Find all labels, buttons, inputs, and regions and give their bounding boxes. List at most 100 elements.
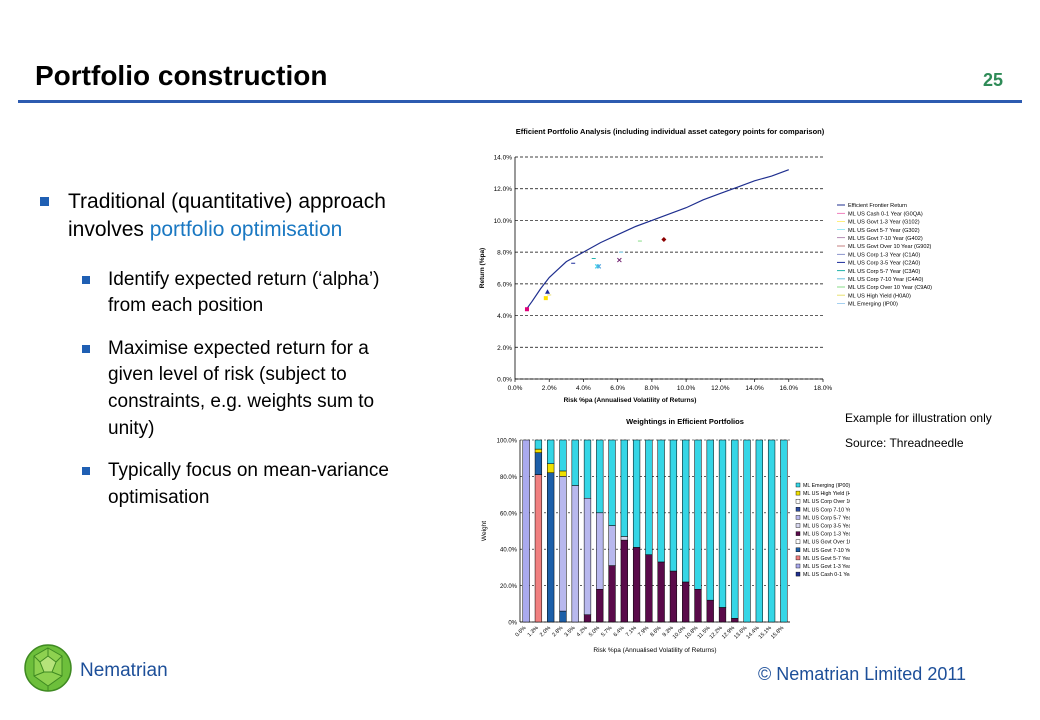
square-bullet-icon: [40, 197, 49, 206]
bar-segment: [645, 439, 653, 555]
y-tick-label: 40.0%: [500, 548, 518, 554]
bar-segment: [632, 439, 641, 548]
legend-swatch: [795, 482, 801, 488]
page-title: Portfolio construction: [35, 60, 328, 91]
legend-swatch: [795, 555, 801, 561]
bar-segment: [547, 439, 555, 464]
legend-swatch: [795, 523, 801, 528]
bar-segment: [780, 439, 788, 623]
efficient-frontier-chart: Efficient Portfolio Analysis (including …: [479, 127, 932, 404]
bar-segment: [767, 439, 776, 623]
y-tick-label: 0.0%: [497, 377, 512, 384]
x-tick-label: 0.6%: [514, 625, 527, 638]
bar-segment: [682, 439, 690, 583]
bar-segment: [731, 439, 739, 619]
legend-label: ML US Corp 5-7 Year (C3A0): [848, 269, 920, 275]
square-bullet-icon: [82, 275, 90, 284]
bar-segment: [547, 463, 555, 474]
legend-label: ML US Corp 3-5 Year (C2A0): [848, 261, 920, 267]
legend-label: ML US Govt 7-10 Year (G402): [848, 236, 923, 242]
y-axis-label: Return (%pa): [479, 248, 486, 288]
y-tick-label: 10.0%: [494, 218, 513, 225]
sub-bullet-text: Identify expected return (‘alpha’) from …: [108, 268, 380, 317]
legend-label: ML US Cash 0-1 Year (G0QA): [848, 211, 923, 217]
bar-segment: [718, 607, 727, 623]
legend-label: ML US Corp 5-7 Year (C3A0): [803, 515, 850, 521]
frontier-line: [524, 169, 789, 312]
bar-segment: [583, 614, 592, 623]
bar-segment: [547, 472, 555, 623]
bar-segment: [620, 536, 628, 541]
bullet-main-highlight: portfolio optimisation: [149, 218, 343, 242]
bar-segment: [632, 547, 641, 623]
data-point: [661, 236, 667, 242]
bar-segment: [731, 618, 739, 623]
x-tick-label: 7.9%: [637, 625, 650, 638]
bar-segment: [682, 581, 690, 623]
legend-label: ML US Govt 5-7 Year (G302): [803, 556, 850, 562]
bar-segment: [669, 439, 678, 572]
x-tick-label: 8.6%: [649, 625, 662, 638]
data-point: [596, 264, 602, 269]
bar-segment: [596, 439, 604, 514]
x-tick-label: 2.0%: [539, 625, 552, 638]
bar-segment: [706, 599, 714, 623]
legend-label: ML US High Yield (H0A0): [848, 293, 911, 299]
data-point: [524, 307, 529, 312]
data-point: [617, 257, 622, 263]
bar-segment: [620, 439, 628, 537]
legend-label: ML US Corp 1-3 Year (C1A0): [848, 252, 920, 258]
x-tick-label: 18.0%: [814, 385, 833, 392]
bar-segment: [596, 588, 604, 623]
y-tick-label: 12.0%: [494, 186, 513, 193]
legend-label: ML US Corp Over 10 Year (C9A0): [803, 499, 850, 505]
legend-label: ML US Govt Over 10 Year (G902): [848, 244, 932, 250]
bar-segment: [608, 439, 616, 526]
y-tick-label: 20.0%: [500, 584, 518, 590]
bar-segment: [571, 485, 579, 623]
y-tick-label: 0%: [508, 621, 517, 627]
x-tick-label: 3.5%: [564, 625, 577, 638]
x-tick-label: 2.8%: [551, 625, 564, 638]
legend-swatch: [795, 507, 801, 512]
x-tick-label: 2.0%: [542, 385, 557, 392]
legend-label: ML US Corp 3-5 Year (C2A0): [803, 524, 850, 530]
bar-segment: [645, 554, 653, 623]
x-axis-label: Risk %pa (Annualised Volatility of Retur…: [593, 647, 716, 654]
bar-segment: [534, 452, 543, 475]
legend-label: ML US Corp 7-10 Year (C4A0): [848, 277, 923, 283]
bar-segment: [657, 439, 665, 563]
x-tick-label: 5.0%: [588, 625, 601, 638]
legend-swatch: [795, 490, 801, 496]
legend-spacer: [833, 196, 848, 197]
bar-segment: [559, 439, 567, 472]
legend-swatch: [795, 563, 801, 569]
bar-segment: [608, 565, 616, 623]
x-axis-label: Risk %pa (Annualised Volatility of Retur…: [564, 397, 697, 404]
legend-label: ML US Govt 1-3 Year (G102): [848, 220, 920, 226]
bar-segment: [596, 512, 604, 590]
x-tick-label: 7.1%: [625, 625, 638, 638]
y-axis-label: Weight: [481, 521, 488, 541]
legend-swatch: [795, 531, 801, 536]
legend-label: ML Emerging (IP00): [848, 302, 898, 308]
sub-bullet: Maximise expected return for a given lev…: [40, 336, 400, 442]
legend-label: ML US Corp Over 10 Year (C9A0): [848, 285, 932, 291]
legend-label: ML US Govt 1-3 Year (G102): [803, 564, 850, 570]
x-tick-label: 1.3%: [527, 625, 540, 638]
x-tick-label: 12.0%: [711, 385, 730, 392]
bar-segment: [522, 439, 530, 623]
x-tick-label: 6.0%: [610, 385, 625, 392]
x-tick-label: 6.4%: [613, 625, 626, 638]
source-note: Source: Threadneedle: [845, 436, 964, 450]
bullet-main: Traditional (quantitative) approach invo…: [40, 188, 400, 245]
legend-label: ML US Cash 0-1 Year (G0QA): [803, 572, 850, 578]
illustration-note: Example for illustration only: [845, 411, 992, 425]
sub-bullet: Identify expected return (‘alpha’) from …: [40, 267, 400, 320]
y-tick-label: 80.0%: [500, 475, 518, 481]
y-tick-label: 60.0%: [500, 511, 518, 517]
data-point: [543, 296, 548, 301]
bar-segment: [694, 588, 702, 623]
x-tick-label: 8.0%: [644, 385, 659, 392]
nematrian-logo-icon: [24, 644, 72, 692]
